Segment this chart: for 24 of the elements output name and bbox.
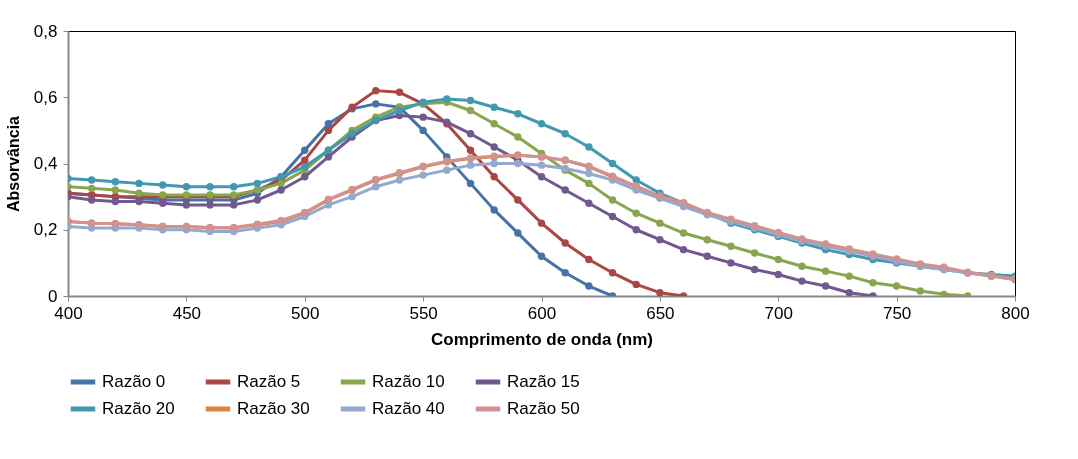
y-tick-label: 0,8: [33, 21, 58, 41]
legend-label: Razão 20: [102, 399, 175, 418]
x-tick-label: 750: [882, 303, 912, 323]
x-tick-label: 450: [172, 303, 202, 323]
x-tick-label: 800: [1001, 303, 1030, 323]
x-tick-label: 700: [764, 303, 793, 323]
legend-label: Razão 50: [507, 399, 580, 418]
x-tick-label: 600: [527, 303, 557, 323]
y-tick-label: 0: [48, 286, 58, 306]
y-tick-label: 0,6: [33, 87, 58, 107]
x-axis-title: Comprimento de onda (nm): [431, 329, 653, 349]
legend-label: Razão 5: [237, 372, 301, 391]
y-tick-label: 0,2: [33, 220, 58, 240]
legend-label: Razão 0: [102, 372, 166, 391]
legend-label: Razão 10: [372, 372, 445, 391]
y-tick-label: 0,4: [33, 154, 58, 173]
legend-label: Razão 15: [507, 372, 580, 391]
x-tick-label: 500: [291, 303, 320, 323]
legend-label: Razão 40: [372, 399, 445, 418]
x-tick-label: 400: [54, 303, 83, 323]
x-tick-label: 650: [646, 303, 675, 323]
legend-label: Razão 30: [237, 399, 310, 418]
x-tick-label: 550: [409, 303, 438, 323]
y-axis-title: Absorvância: [4, 115, 22, 213]
